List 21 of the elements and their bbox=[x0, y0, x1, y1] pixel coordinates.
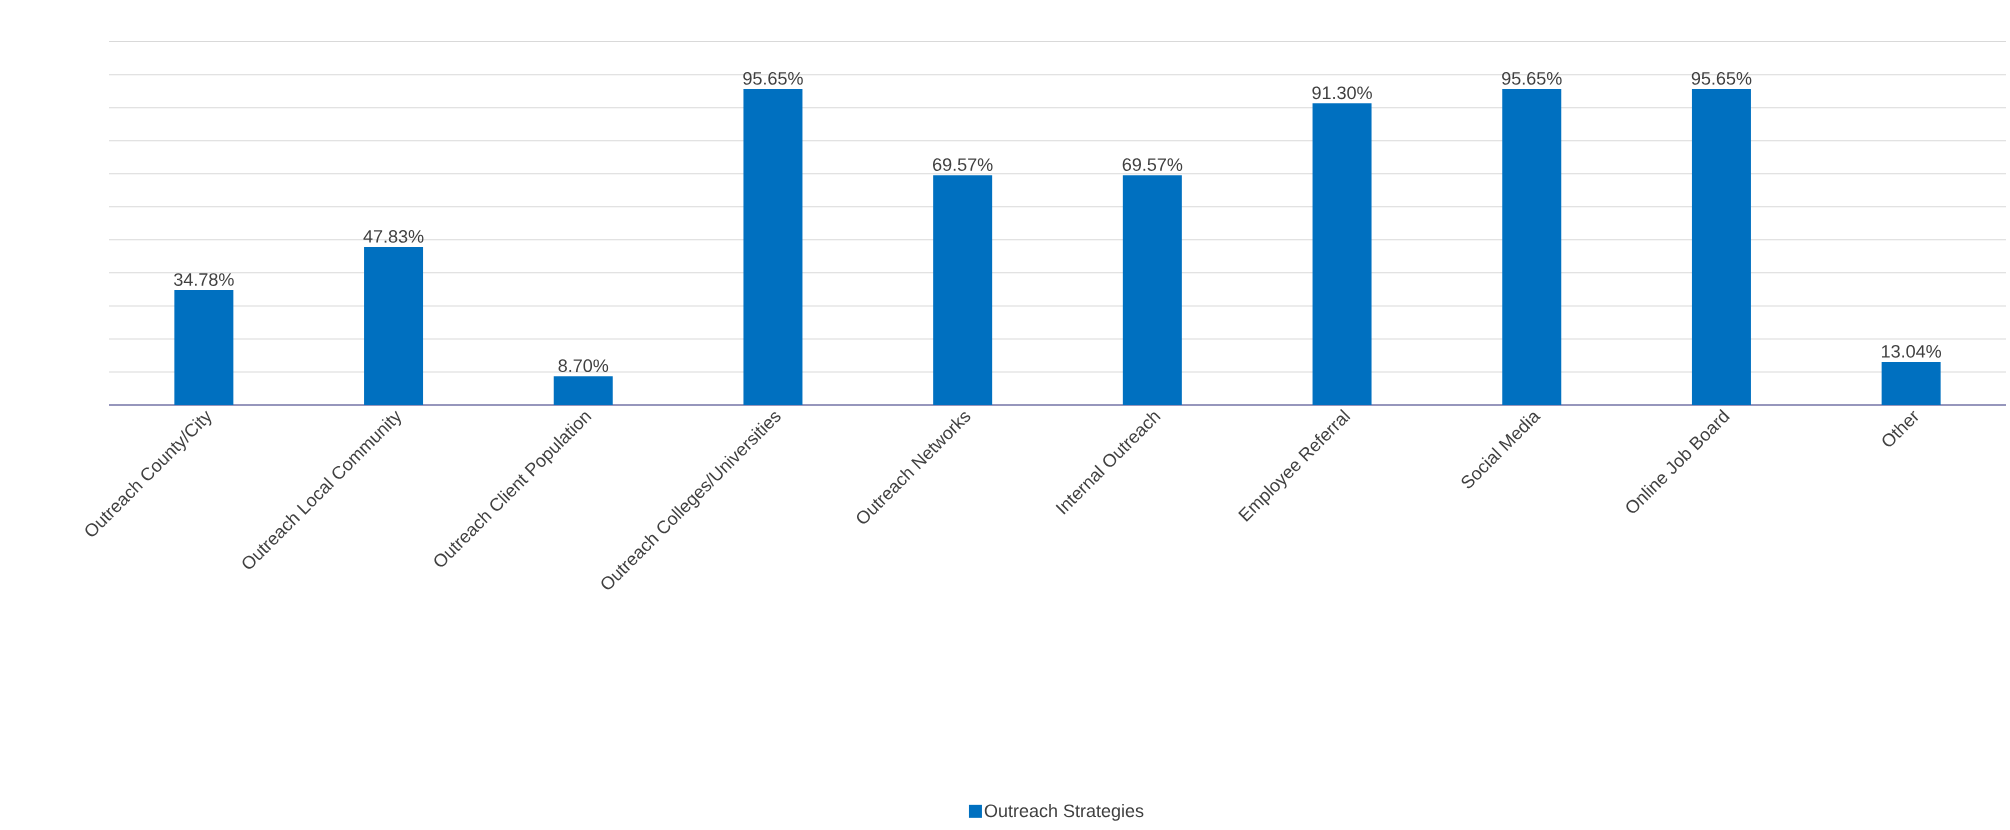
data-label: 69.57% bbox=[933, 158, 993, 171]
data-label: 8.70% bbox=[558, 359, 609, 373]
bar bbox=[1502, 89, 1562, 405]
data-label: 13.04% bbox=[1881, 344, 1942, 358]
bar bbox=[743, 89, 803, 405]
bar bbox=[174, 290, 234, 405]
bar bbox=[933, 175, 993, 405]
data-label: 95.65% bbox=[1502, 72, 1562, 85]
bar bbox=[1691, 89, 1751, 405]
data-label: 91.30% bbox=[1312, 86, 1372, 100]
legend-label: Outreach Strategies bbox=[984, 803, 1144, 821]
bar bbox=[1122, 175, 1182, 405]
data-label: 69.57% bbox=[1122, 158, 1183, 171]
bar bbox=[1312, 103, 1372, 405]
data-label: 95.65% bbox=[1691, 72, 1752, 85]
data-label: 47.83% bbox=[363, 230, 424, 243]
data-label: 95.65% bbox=[743, 72, 803, 85]
bar bbox=[1881, 361, 1941, 405]
data-label: 34.78% bbox=[174, 273, 234, 286]
bar bbox=[364, 246, 424, 405]
bar bbox=[553, 376, 613, 405]
